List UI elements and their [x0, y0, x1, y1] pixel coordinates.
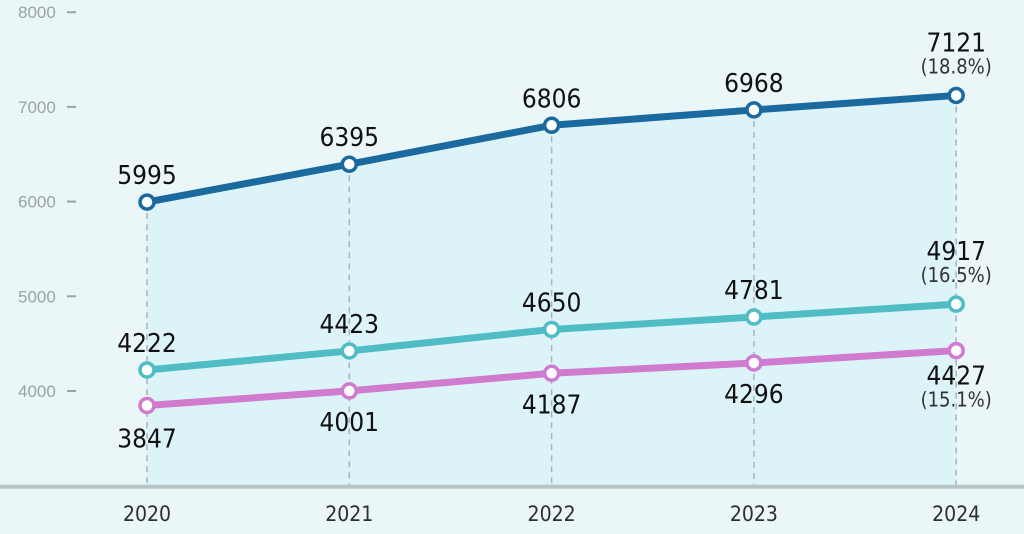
series-2-data-label: 4222 [117, 329, 177, 359]
series-2-point [542, 320, 561, 339]
y-tick-label: 7000 [18, 98, 56, 117]
series-1-data-label: 6395 [320, 123, 380, 153]
series-2-data-label: 4423 [320, 310, 380, 340]
series-3-data-label: 4296 [724, 380, 784, 410]
series-2-point [340, 342, 359, 360]
x-tick-label: 2023 [730, 502, 778, 526]
y-tick-label: 6000 [18, 193, 56, 212]
x-tick-label: 2021 [325, 502, 373, 526]
series-3-data-label: 4187 [522, 390, 582, 420]
x-tick-label: 2022 [528, 502, 576, 526]
series-1-point [138, 193, 156, 211]
x-tick-label: 2024 [932, 502, 980, 526]
series-3-growth-label: (15.1%) [921, 388, 992, 412]
series-2-growth-label: (16.5%) [921, 263, 992, 287]
series-1-data-label: 5995 [117, 161, 177, 191]
series-1-growth-label: (18.8%) [921, 54, 992, 78]
series-2-point [138, 361, 156, 379]
series-3-data-label: 4001 [320, 408, 380, 438]
series-1-data-label: 6806 [522, 84, 582, 114]
series-2-point [947, 295, 965, 313]
y-tick-label: 4000 [18, 382, 56, 401]
y-tick-label: 8000 [18, 3, 56, 22]
series-2-data-label: 4917 [926, 237, 986, 267]
series-3-point [542, 364, 561, 383]
series-2-point [745, 308, 763, 326]
y-tick-label: 5000 [18, 287, 56, 306]
series-1-data-label: 7121 [926, 28, 986, 58]
x-axis-line [0, 484, 1024, 489]
series-1-point [542, 116, 561, 135]
series-1-point [340, 155, 359, 173]
x-tick-label: 2020 [123, 502, 171, 526]
series-3-data-label: 3847 [117, 424, 177, 454]
series-2-data-label: 4650 [522, 288, 582, 318]
series-2-data-label: 4781 [724, 276, 784, 306]
series-3-point [138, 396, 156, 415]
series-1-point [947, 86, 965, 105]
series-1-data-label: 6968 [724, 69, 784, 99]
series-3-data-label: 4427 [926, 362, 986, 392]
series-3-point [947, 341, 965, 360]
series-1-point [745, 101, 763, 119]
series-3-point [745, 354, 763, 372]
series-3-point [340, 382, 359, 400]
